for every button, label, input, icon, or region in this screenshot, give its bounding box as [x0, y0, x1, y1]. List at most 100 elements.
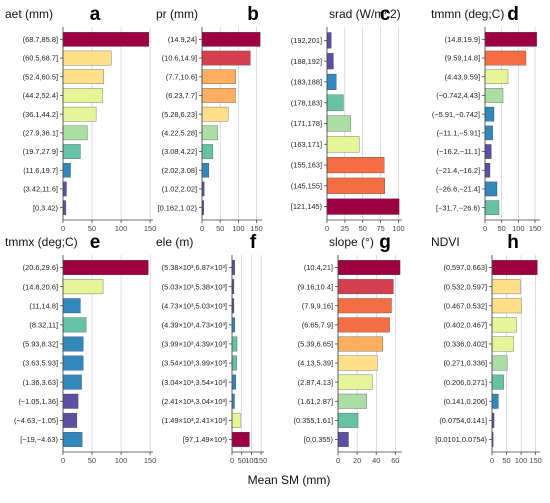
- category-label: (0.597,0.663]: [443, 263, 487, 272]
- category-label: (−5.91,−0.742]: [432, 110, 480, 119]
- bar: [326, 115, 351, 132]
- category-label: (−1.05,1.36]: [18, 397, 58, 406]
- x-tick-label: 100: [232, 224, 244, 233]
- bar: [201, 50, 251, 66]
- x-tick-label: 60: [391, 456, 399, 465]
- x-tick-label: 0: [336, 456, 340, 465]
- category-label: (36.1,44.2]: [23, 110, 58, 119]
- category-label: (163,171]: [291, 140, 322, 149]
- x-tick-label: 100: [245, 456, 257, 465]
- bar: [484, 144, 492, 159]
- category-label: [0,3.42): [33, 203, 58, 212]
- category-label: (10.6,14.9]: [162, 54, 197, 63]
- category-label: (4.73×10³,5.03×10³]: [162, 301, 227, 310]
- bar: [201, 144, 214, 159]
- category-label: (20.6,29.6]: [23, 263, 58, 272]
- category-label: (0.141,0.206]: [443, 397, 487, 406]
- panel-c: srad (W/m^2)c (192,201] (188,192] (183,188]…: [291, 4, 405, 233]
- category-label: (0.271,0.336]: [443, 359, 487, 368]
- category-label: (14.8,20.6]: [23, 282, 58, 291]
- bar: [337, 432, 349, 447]
- category-label: (1.36,3.63]: [23, 378, 58, 387]
- category-label: [0.0101,0.0754): [435, 435, 487, 444]
- category-label: (1.02,2.02]: [162, 185, 197, 194]
- bar: [231, 412, 241, 428]
- x-tick-label: 100: [392, 224, 404, 233]
- panel-title: pr (mm): [156, 7, 198, 21]
- bar: [337, 393, 367, 409]
- category-label: (3.42,11.6]: [23, 185, 58, 194]
- category-label: (−26.6,−21.4]: [436, 185, 480, 194]
- category-label: (0.0754,0.141]: [439, 416, 487, 425]
- bar: [491, 279, 521, 295]
- panel-f: ele (m) f (5.38×10³,6.87×10³] (5.03×10³,5.3…: [156, 232, 267, 465]
- bar: [62, 374, 82, 390]
- category-label: [−19,−4.63): [20, 435, 58, 444]
- category-label: [97,1.49×10³): [183, 435, 227, 444]
- bar: [484, 106, 495, 122]
- bar: [484, 32, 537, 47]
- bar: [491, 393, 499, 409]
- x-tick-label: 75: [376, 224, 384, 233]
- category-label: (5.38×10³,6.87×10³]: [162, 263, 227, 272]
- category-label: (11.6,19.7]: [23, 166, 58, 175]
- category-label: (145,155]: [291, 181, 322, 190]
- category-label: (14.9,24]: [168, 35, 197, 44]
- category-label: (3.04×10³,3.54×10³]: [162, 378, 227, 387]
- bar: [62, 412, 78, 428]
- bar: [326, 157, 385, 174]
- x-tick-label: 50: [498, 224, 506, 233]
- category-label: (68.7,85.8]: [23, 35, 58, 44]
- x-tick-label: 50: [88, 224, 96, 233]
- category-label: (10.4,21]: [304, 263, 333, 272]
- bar: [491, 260, 538, 275]
- x-tick-label: 150: [144, 456, 156, 465]
- category-label: (183,188]: [291, 78, 322, 87]
- bar: [326, 94, 344, 111]
- category-label: (5.03×10³,5.38×10³]: [162, 282, 227, 291]
- x-tick-label: 0: [230, 456, 234, 465]
- category-label: (1.49×10³,2.41×10³]: [162, 416, 227, 425]
- bar: [62, 279, 104, 295]
- bar: [62, 260, 149, 275]
- bar: [62, 393, 79, 409]
- category-label: (14.8,19.9]: [445, 35, 480, 44]
- x-tick-label: 100: [515, 456, 527, 465]
- bar: [484, 200, 500, 215]
- category-label: (5.28,6.23]: [162, 110, 197, 119]
- category-label: (27.9,36.1]: [23, 128, 58, 137]
- bar: [326, 136, 360, 153]
- category-label: [0,0.355): [304, 435, 333, 444]
- x-tick-label: 50: [216, 224, 224, 233]
- category-label: (60.5,68.7]: [23, 54, 58, 63]
- bar: [62, 88, 103, 103]
- bar: [231, 260, 235, 275]
- category-label: (4.13,5.39]: [298, 359, 333, 368]
- bar: [484, 50, 527, 66]
- x-tick-label: 0: [325, 224, 329, 233]
- bar: [62, 336, 84, 352]
- panel-letter: e: [90, 232, 101, 253]
- panel-title: srad (W/m^2): [329, 7, 401, 21]
- category-label: (−11.1,−5.91]: [437, 128, 480, 137]
- category-label: (52.4,60.5]: [23, 72, 58, 81]
- category-label: (2.41×10³,3.04×10³]: [162, 397, 227, 406]
- bar: [326, 53, 334, 70]
- panel-h: NDVI h (0.597,0.663] (0.532,0.597] (0.467,0.…: [431, 232, 542, 465]
- bar: [491, 298, 522, 314]
- bar: [326, 177, 386, 194]
- x-tick-label: 150: [529, 224, 541, 233]
- bar: [62, 298, 81, 314]
- category-label: (188,192]: [291, 57, 322, 66]
- bar: [337, 260, 401, 275]
- panel-title: NDVI: [431, 235, 460, 249]
- panel-g: slope (°) g (10.4,21] (9.16,10.4] (7.9,9.16]…: [294, 232, 402, 465]
- category-label: (155,163]: [291, 161, 322, 170]
- category-label: (0.532,0.597]: [443, 282, 487, 291]
- x-tick-label: 0: [61, 224, 65, 233]
- category-label: (−16.2,−11.1]: [437, 147, 480, 156]
- category-label: (3.63,5.93]: [23, 359, 58, 368]
- panel-letter: f: [250, 232, 257, 253]
- bar: [326, 32, 332, 49]
